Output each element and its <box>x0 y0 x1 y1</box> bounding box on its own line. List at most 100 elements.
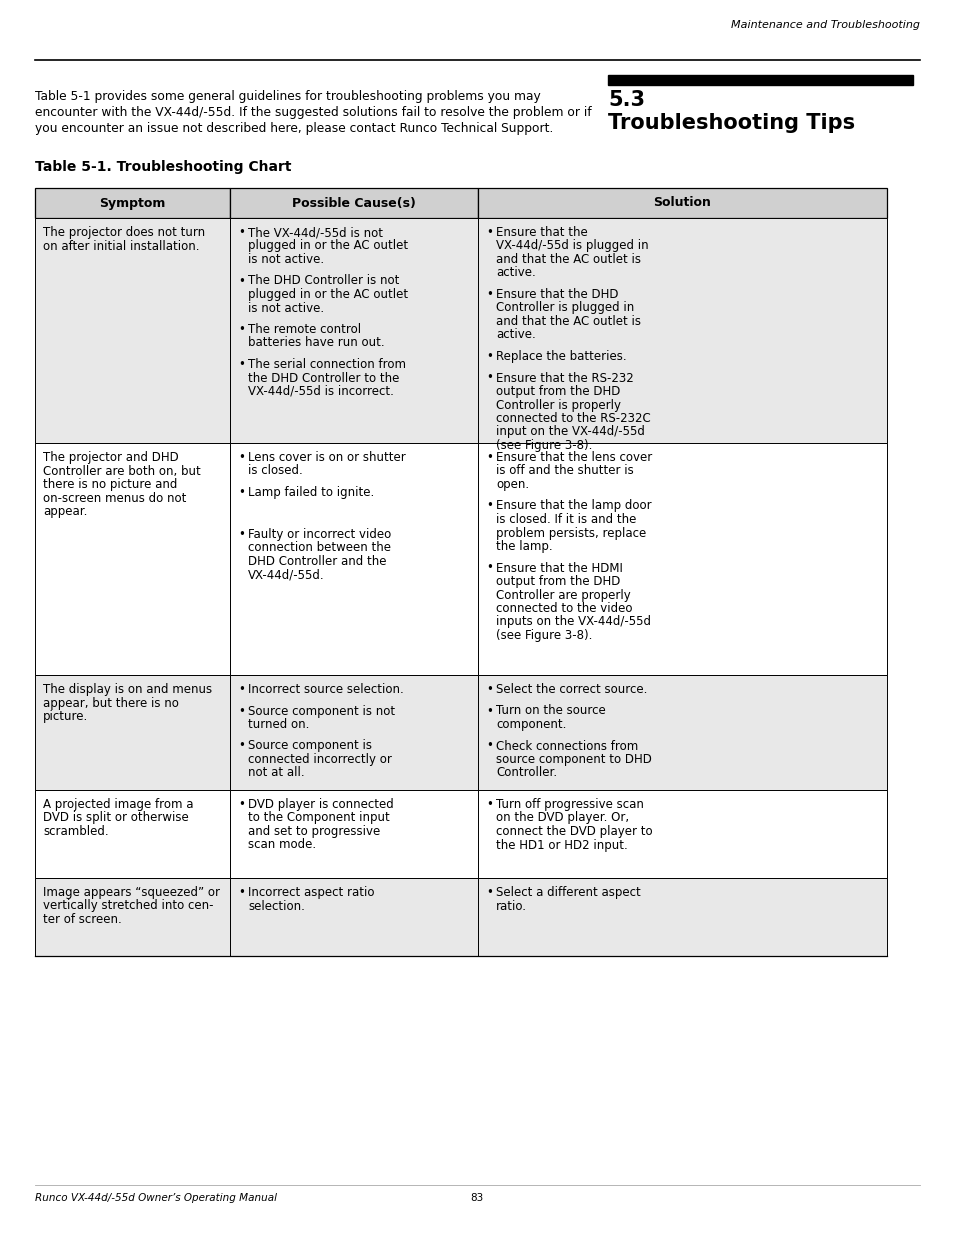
Text: you encounter an issue not described here, please contact Runco Technical Suppor: you encounter an issue not described her… <box>35 122 553 135</box>
Text: Faulty or incorrect video: Faulty or incorrect video <box>248 527 391 541</box>
Bar <box>230 790 477 878</box>
Text: problem persists, replace: problem persists, replace <box>496 526 645 540</box>
Text: Maintenance and Troubleshooting: Maintenance and Troubleshooting <box>730 20 919 30</box>
Text: Lamp failed to ignite.: Lamp failed to ignite. <box>248 487 374 499</box>
Text: connected to the RS-232C: connected to the RS-232C <box>496 412 650 425</box>
Text: •: • <box>237 226 245 240</box>
Text: and that the AC outlet is: and that the AC outlet is <box>496 315 640 329</box>
Text: Controller are both on, but: Controller are both on, but <box>43 464 200 478</box>
Bar <box>35 676 230 790</box>
Text: connect the DVD player to: connect the DVD player to <box>496 825 652 839</box>
Text: and set to progressive: and set to progressive <box>248 825 380 839</box>
Text: The DHD Controller is not: The DHD Controller is not <box>248 274 399 288</box>
Bar <box>35 443 230 676</box>
Text: turned on.: turned on. <box>248 718 309 731</box>
Text: DHD Controller and the: DHD Controller and the <box>248 555 386 568</box>
Text: Replace the batteries.: Replace the batteries. <box>496 350 626 363</box>
Text: Table 5-1. Troubleshooting Chart: Table 5-1. Troubleshooting Chart <box>35 161 292 174</box>
Bar <box>477 790 886 878</box>
Text: •: • <box>237 740 245 752</box>
Text: •: • <box>237 527 245 541</box>
Text: Image appears “squeezed” or: Image appears “squeezed” or <box>43 885 220 899</box>
Text: source component to DHD: source component to DHD <box>496 753 651 766</box>
Text: •: • <box>485 451 493 464</box>
Text: 5.3: 5.3 <box>607 90 644 110</box>
Bar <box>477 443 886 676</box>
Text: The serial connection from: The serial connection from <box>248 358 406 370</box>
Text: •: • <box>237 704 245 718</box>
Text: VX-44d/-55d is plugged in: VX-44d/-55d is plugged in <box>496 240 648 252</box>
Text: Source component is: Source component is <box>248 740 372 752</box>
Text: open.: open. <box>496 478 529 492</box>
Text: on-screen menus do not: on-screen menus do not <box>43 492 186 505</box>
Text: plugged in or the AC outlet: plugged in or the AC outlet <box>248 288 408 301</box>
Text: •: • <box>237 885 245 899</box>
Bar <box>230 676 477 790</box>
Text: scan mode.: scan mode. <box>248 839 315 851</box>
Text: connected to the video: connected to the video <box>496 601 632 615</box>
Text: Incorrect aspect ratio: Incorrect aspect ratio <box>248 885 375 899</box>
Text: selection.: selection. <box>248 899 305 913</box>
Text: output from the DHD: output from the DHD <box>496 576 619 588</box>
Text: VX-44d/-55d is incorrect.: VX-44d/-55d is incorrect. <box>248 385 394 398</box>
Text: appear.: appear. <box>43 505 88 517</box>
Text: Lens cover is on or shutter: Lens cover is on or shutter <box>248 451 405 464</box>
Text: inputs on the VX-44d/-55d: inputs on the VX-44d/-55d <box>496 615 650 629</box>
Bar <box>35 878 230 956</box>
Text: •: • <box>237 451 245 464</box>
Text: connection between the: connection between the <box>248 541 391 555</box>
Text: Select a different aspect: Select a different aspect <box>496 885 640 899</box>
Text: (see Figure 3-8).: (see Figure 3-8). <box>496 629 592 642</box>
Bar <box>477 219 886 443</box>
Text: active.: active. <box>496 329 536 342</box>
Text: picture.: picture. <box>43 710 89 722</box>
Text: •: • <box>485 226 493 240</box>
Text: The display is on and menus: The display is on and menus <box>43 683 212 697</box>
Text: active.: active. <box>496 267 536 279</box>
Bar <box>230 188 477 219</box>
Text: input on the VX-44d/-55d: input on the VX-44d/-55d <box>496 426 644 438</box>
Text: Ensure that the lens cover: Ensure that the lens cover <box>496 451 652 464</box>
Bar <box>230 219 477 443</box>
Text: Runco VX-44d/-55d Owner’s Operating Manual: Runco VX-44d/-55d Owner’s Operating Manu… <box>35 1193 276 1203</box>
Bar <box>35 790 230 878</box>
Text: •: • <box>485 562 493 574</box>
Text: Table 5-1 provides some general guidelines for troubleshooting problems you may: Table 5-1 provides some general guidelin… <box>35 90 540 103</box>
Text: Ensure that the HDMI: Ensure that the HDMI <box>496 562 622 574</box>
Text: •: • <box>485 372 493 384</box>
Text: on the DVD player. Or,: on the DVD player. Or, <box>496 811 628 825</box>
Text: •: • <box>485 288 493 301</box>
Text: Incorrect source selection.: Incorrect source selection. <box>248 683 403 697</box>
Text: is closed.: is closed. <box>248 464 302 478</box>
Text: plugged in or the AC outlet: plugged in or the AC outlet <box>248 240 408 252</box>
Text: •: • <box>485 740 493 752</box>
Bar <box>477 676 886 790</box>
Text: is off and the shutter is: is off and the shutter is <box>496 464 633 478</box>
Text: encounter with the VX-44d/-55d. If the suggested solutions fail to resolve the p: encounter with the VX-44d/-55d. If the s… <box>35 106 591 119</box>
Bar <box>35 188 230 219</box>
Text: Check connections from: Check connections from <box>496 740 638 752</box>
Text: •: • <box>237 487 245 499</box>
Text: and that the AC outlet is: and that the AC outlet is <box>496 253 640 266</box>
Text: VX-44d/-55d.: VX-44d/-55d. <box>248 568 324 582</box>
Text: •: • <box>237 358 245 370</box>
Bar <box>477 878 886 956</box>
Text: •: • <box>485 704 493 718</box>
Bar <box>230 443 477 676</box>
Text: ratio.: ratio. <box>496 899 526 913</box>
Text: Troubleshooting Tips: Troubleshooting Tips <box>607 112 854 133</box>
Text: Controller are properly: Controller are properly <box>496 589 630 601</box>
Text: Controller.: Controller. <box>496 767 557 779</box>
Text: The remote control: The remote control <box>248 324 361 336</box>
Text: •: • <box>485 350 493 363</box>
Text: Solution: Solution <box>653 196 711 210</box>
Text: Controller is properly: Controller is properly <box>496 399 620 411</box>
Text: •: • <box>485 499 493 513</box>
Text: not at all.: not at all. <box>248 767 304 779</box>
Text: A projected image from a: A projected image from a <box>43 798 193 811</box>
Text: •: • <box>237 274 245 288</box>
Text: Source component is not: Source component is not <box>248 704 395 718</box>
Text: The projector does not turn: The projector does not turn <box>43 226 205 240</box>
Text: component.: component. <box>496 718 566 731</box>
Text: •: • <box>485 885 493 899</box>
